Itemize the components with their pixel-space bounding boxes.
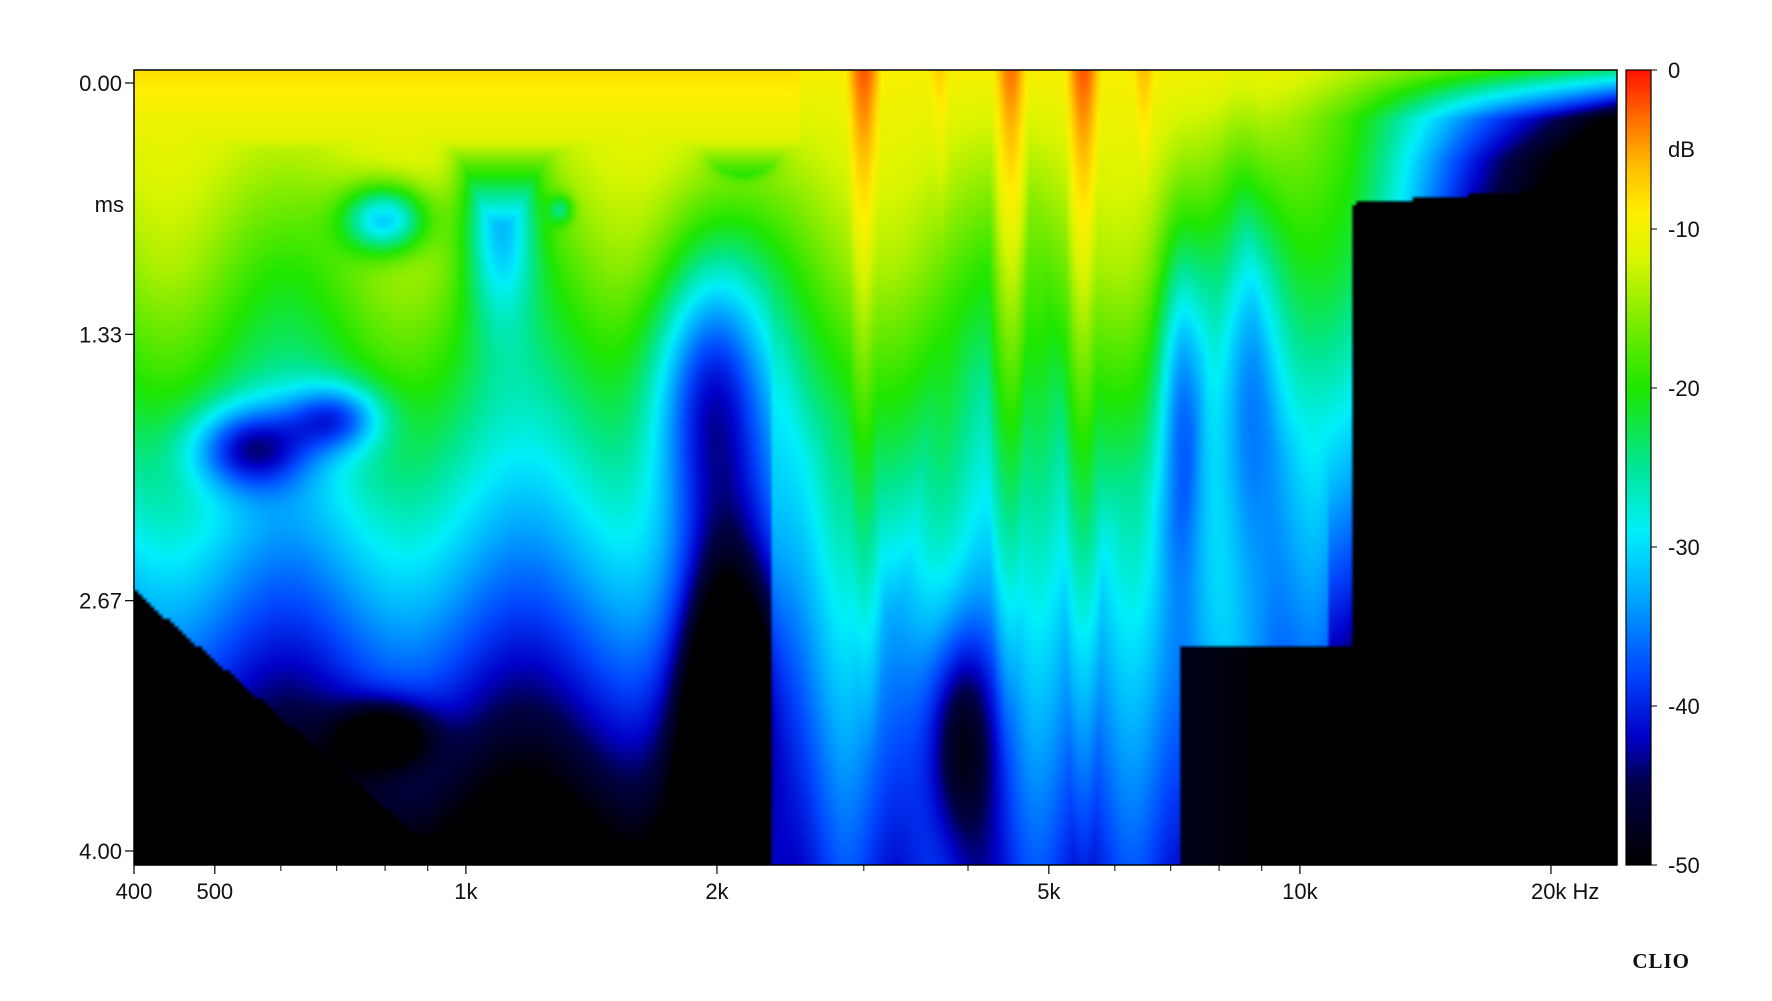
colorbar-ticks: 0 -10 -20 -30 -40 -50 <box>1651 58 1700 878</box>
x-axis: 400 500 1k 2k 5k 10k 20k Hz <box>116 865 1599 904</box>
y-tick-label: 1.33 <box>79 322 122 347</box>
x-tick-label: 400 <box>116 879 153 904</box>
x-tick-label: 1k <box>454 879 478 904</box>
plot-frame <box>133 69 1618 866</box>
colorbar-frame <box>1625 69 1652 866</box>
plot-area <box>133 69 1618 866</box>
y-tick-label: 2.67 <box>79 589 122 614</box>
x-tick-label: 5k <box>1037 879 1061 904</box>
colorbar-tick-label: -50 <box>1668 853 1700 878</box>
x-tick-label: 10k <box>1282 879 1318 904</box>
brand-logo: CLIO <box>1632 949 1690 973</box>
y-axis: 0.00 1.33 2.67 4.00 <box>79 71 134 864</box>
x-tick-label: 2k <box>705 879 729 904</box>
colorbar-tick-label: -40 <box>1668 694 1700 719</box>
x-tick-label: 500 <box>196 879 233 904</box>
colorbar-unit-label: dB <box>1668 137 1695 162</box>
colorbar-tick-label: -30 <box>1668 535 1700 560</box>
colorbar-tick-label: -20 <box>1668 376 1700 401</box>
heatmap-image <box>134 70 1617 865</box>
colorbar-image <box>1626 70 1651 865</box>
y-unit-label: ms <box>95 192 124 217</box>
x-tick-label: 20k Hz <box>1531 879 1599 904</box>
colorbar-tick-label: 0 <box>1668 58 1680 83</box>
colorbar-tick-label: -10 <box>1668 217 1700 242</box>
y-tick-label: 0.00 <box>79 71 122 96</box>
colorbar: 0 -10 -20 -30 -40 -50 dB <box>1625 58 1700 878</box>
y-tick-label: 4.00 <box>79 839 122 864</box>
